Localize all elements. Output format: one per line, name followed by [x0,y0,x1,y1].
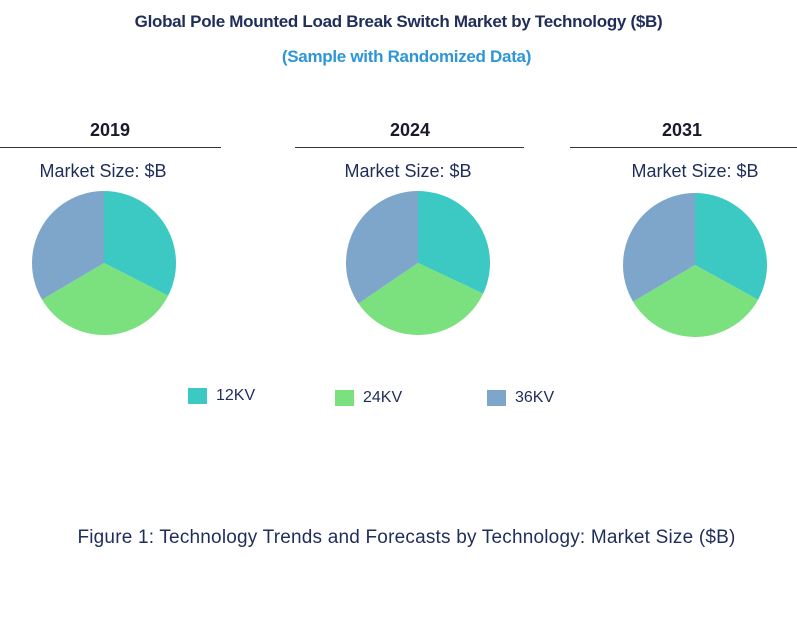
pie-title-2024: 2024 [389,120,431,140]
pie-slice-36kv [32,191,104,300]
pie-slice-36kv [623,193,695,302]
legend-swatch-12kv [188,388,207,404]
market-size-label: Market Size: $B [344,161,472,181]
legend-item-36kv: 36KV [487,389,554,407]
pie-chart-2019 [32,191,176,335]
chart-subtitle: (Sample with Randomized Data) [281,47,532,66]
panel-divider [295,147,524,148]
panel-divider [0,147,221,148]
market-size-label: Market Size: $B [631,161,759,181]
pie-slice-12kv [695,193,767,300]
figure-caption: Figure 1: Technology Trends and Forecast… [77,527,736,548]
pie-slice-24kv [358,263,484,336]
pie-slice-24kv [633,265,759,337]
legend-label: 24KV [363,389,403,406]
legend-item-24kv: 24KV [335,389,402,407]
pie-chart-2024 [345,191,491,336]
pie-slice-24kv [42,263,169,335]
pie-title-2019: 2019 [89,120,131,140]
panel-divider [570,147,797,148]
chart-title: Global Pole Mounted Load Break Switch Ma… [134,12,663,31]
pie-slice-12kv [418,191,491,294]
pie-title-2031: 2031 [661,120,703,140]
legend-label: 36KV [515,389,555,406]
pie-chart-2031 [623,193,767,337]
legend-item-12kv: 12KV [188,387,255,405]
pie-slice-36kv [345,191,418,304]
legend-swatch-24kv [335,390,354,406]
legend-label: 12KV [216,387,256,404]
market-size-label: Market Size: $B [39,161,167,181]
legend-swatch-36kv [487,390,506,406]
pie-slice-12kv [104,191,176,296]
